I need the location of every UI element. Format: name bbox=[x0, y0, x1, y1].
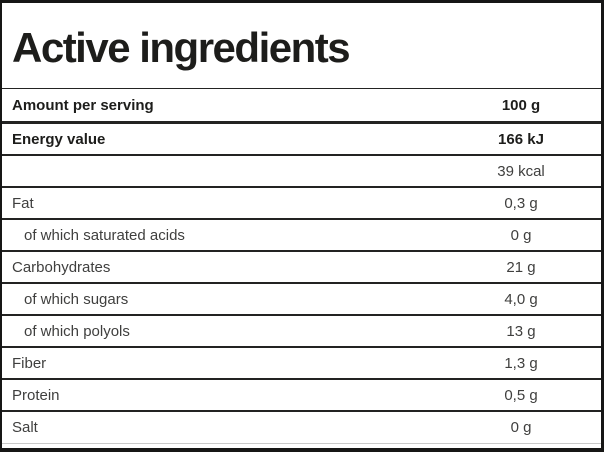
title-section: Active ingredients bbox=[2, 3, 601, 89]
table-row-energy-kcal: 39 kcal bbox=[2, 156, 601, 188]
row-label: Carbohydrates bbox=[12, 258, 111, 276]
row-label: Fat bbox=[12, 194, 34, 212]
row-label: of which sugars bbox=[24, 290, 129, 308]
table-row-salt: Salt 0 g bbox=[2, 412, 601, 444]
table-row-amount-per-serving: Amount per serving 100 g bbox=[2, 89, 601, 124]
table-row-energy-value: Energy value 166 kJ bbox=[2, 124, 601, 156]
row-value: 13 g bbox=[506, 322, 536, 340]
table-row-polyols: of which polyols 13 g bbox=[2, 316, 601, 348]
row-value: 0,3 g bbox=[504, 194, 538, 212]
row-value: 4,0 g bbox=[504, 290, 538, 308]
table-row-saturated-acids: of which saturated acids 0 g bbox=[2, 220, 601, 252]
table-row-fat: Fat 0,3 g bbox=[2, 188, 601, 220]
row-value: 39 kcal bbox=[497, 162, 545, 180]
table-row-sugars: of which sugars 4,0 g bbox=[2, 284, 601, 316]
row-value: 100 g bbox=[501, 96, 541, 114]
row-value: 0 g bbox=[510, 226, 532, 244]
row-value: 0 g bbox=[510, 419, 532, 436]
row-label: Fiber bbox=[12, 354, 47, 372]
row-label: Energy value bbox=[12, 130, 106, 148]
row-label: Salt bbox=[12, 419, 38, 436]
row-label: of which polyols bbox=[24, 322, 130, 340]
row-value: 1,3 g bbox=[504, 354, 538, 372]
table-row-protein: Protein 0,5 g bbox=[2, 380, 601, 412]
table-row-fiber: Fiber 1,3 g bbox=[2, 348, 601, 380]
row-label: of which saturated acids bbox=[24, 226, 185, 244]
row-value: 0,5 g bbox=[504, 386, 538, 404]
row-label: Amount per serving bbox=[12, 96, 154, 114]
row-value: 166 kJ bbox=[498, 130, 544, 148]
table-row-carbohydrates: Carbohydrates 21 g bbox=[2, 252, 601, 284]
row-label: Protein bbox=[12, 386, 60, 404]
row-value: 21 g bbox=[506, 258, 536, 276]
page-title: Active ingredients bbox=[12, 23, 351, 71]
